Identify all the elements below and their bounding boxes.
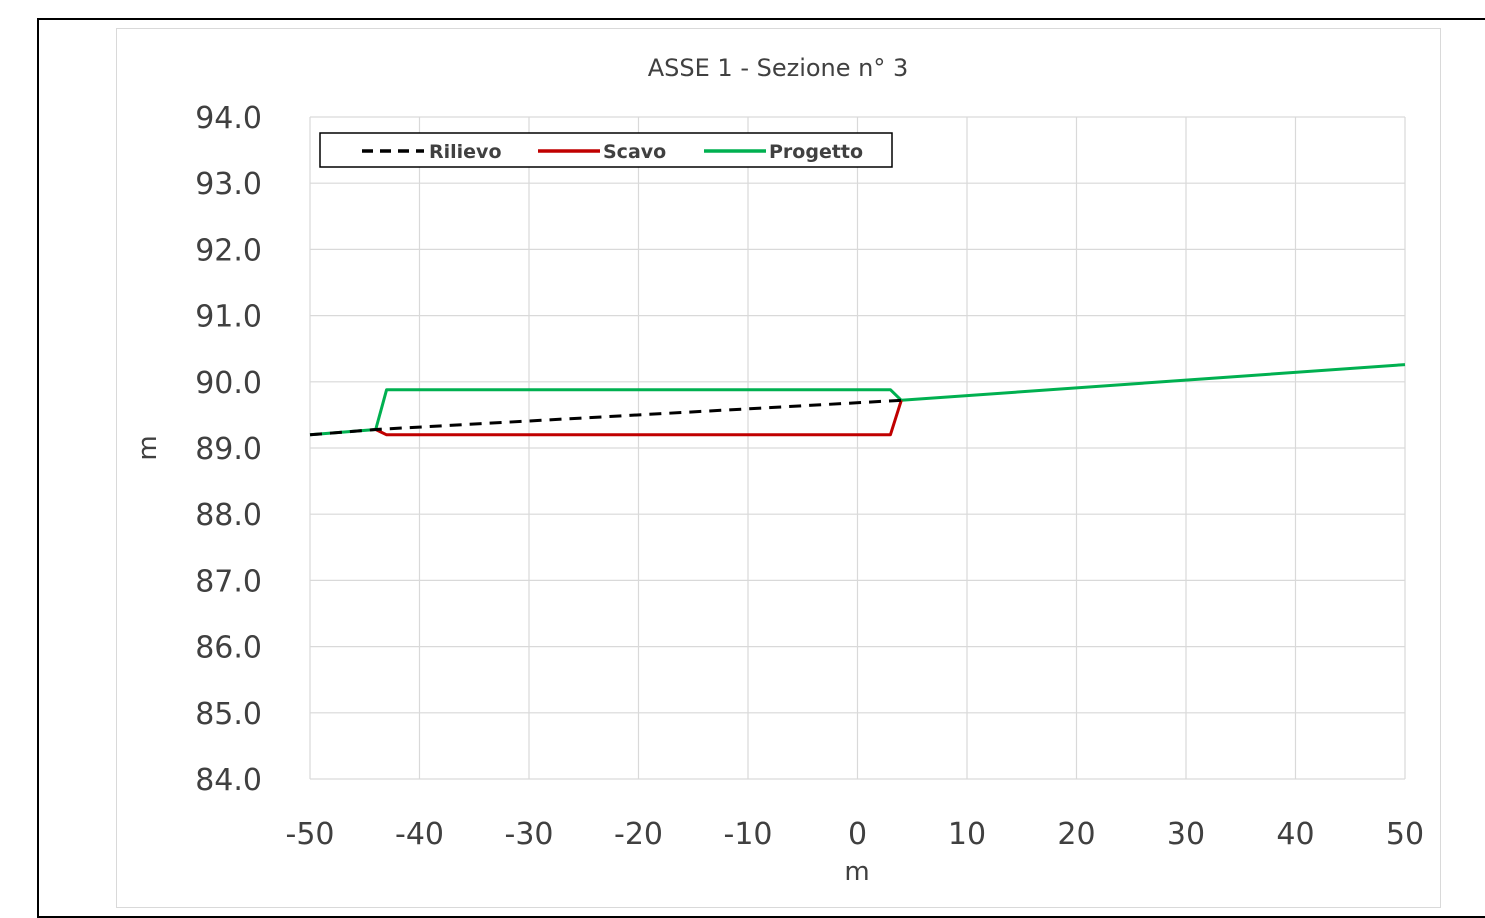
x-tick-label: 10 <box>948 817 986 852</box>
y-tick-label: 90.0 <box>195 366 262 401</box>
legend-label-rilievo: Rilievo <box>429 141 502 163</box>
y-tick-label: 93.0 <box>195 167 262 202</box>
x-tick-label: -10 <box>724 817 773 852</box>
legend: Rilievo Scavo Progetto <box>319 132 893 168</box>
y-tick-label: 85.0 <box>195 697 262 732</box>
x-tick-label: 30 <box>1167 817 1205 852</box>
chart-title: ASSE 1 - Sezione n° 3 <box>648 54 909 82</box>
y-tick-label: 94.0 <box>195 101 262 136</box>
y-tick-label: 88.0 <box>195 498 262 533</box>
x-tick-label: 50 <box>1386 817 1424 852</box>
y-tick-label: 92.0 <box>195 233 262 268</box>
legend-label-progetto: Progetto <box>769 141 863 163</box>
series-line-rilievo <box>309 398 902 437</box>
x-tick-label: -40 <box>395 817 444 852</box>
x-tick-label: -30 <box>505 817 554 852</box>
y-tick-label: 86.0 <box>195 631 262 666</box>
series-line-progetto <box>309 363 1406 437</box>
x-tick-label: 0 <box>848 817 867 852</box>
y-tick-label: 87.0 <box>195 564 262 599</box>
x-tick-label: 40 <box>1276 817 1314 852</box>
chart-area <box>116 28 1441 908</box>
legend-box <box>319 132 893 168</box>
series-layer <box>309 363 1406 437</box>
y-tick-label: 91.0 <box>195 300 262 335</box>
legend-label-scavo: Scavo <box>603 141 666 163</box>
y-tick-label: 84.0 <box>195 763 262 798</box>
grid <box>309 116 1406 780</box>
y-axis-title: m <box>133 435 163 460</box>
x-tick-label: -50 <box>286 817 335 852</box>
series-line-scavo <box>375 399 903 437</box>
x-tick-label: 20 <box>1057 817 1095 852</box>
tick-labels: 94.0 93.0 92.0 91.0 90.0 89.0 88.0 87.0 86.0 85.0… <box>195 101 1424 852</box>
x-axis-title: m <box>844 857 869 887</box>
chart-svg: ASSE 1 - Sezione n° 3 94.0 93.0 92.0 91.0 90… <box>133 54 1424 887</box>
x-tick-label: -20 <box>614 817 663 852</box>
y-tick-label: 89.0 <box>195 432 262 467</box>
